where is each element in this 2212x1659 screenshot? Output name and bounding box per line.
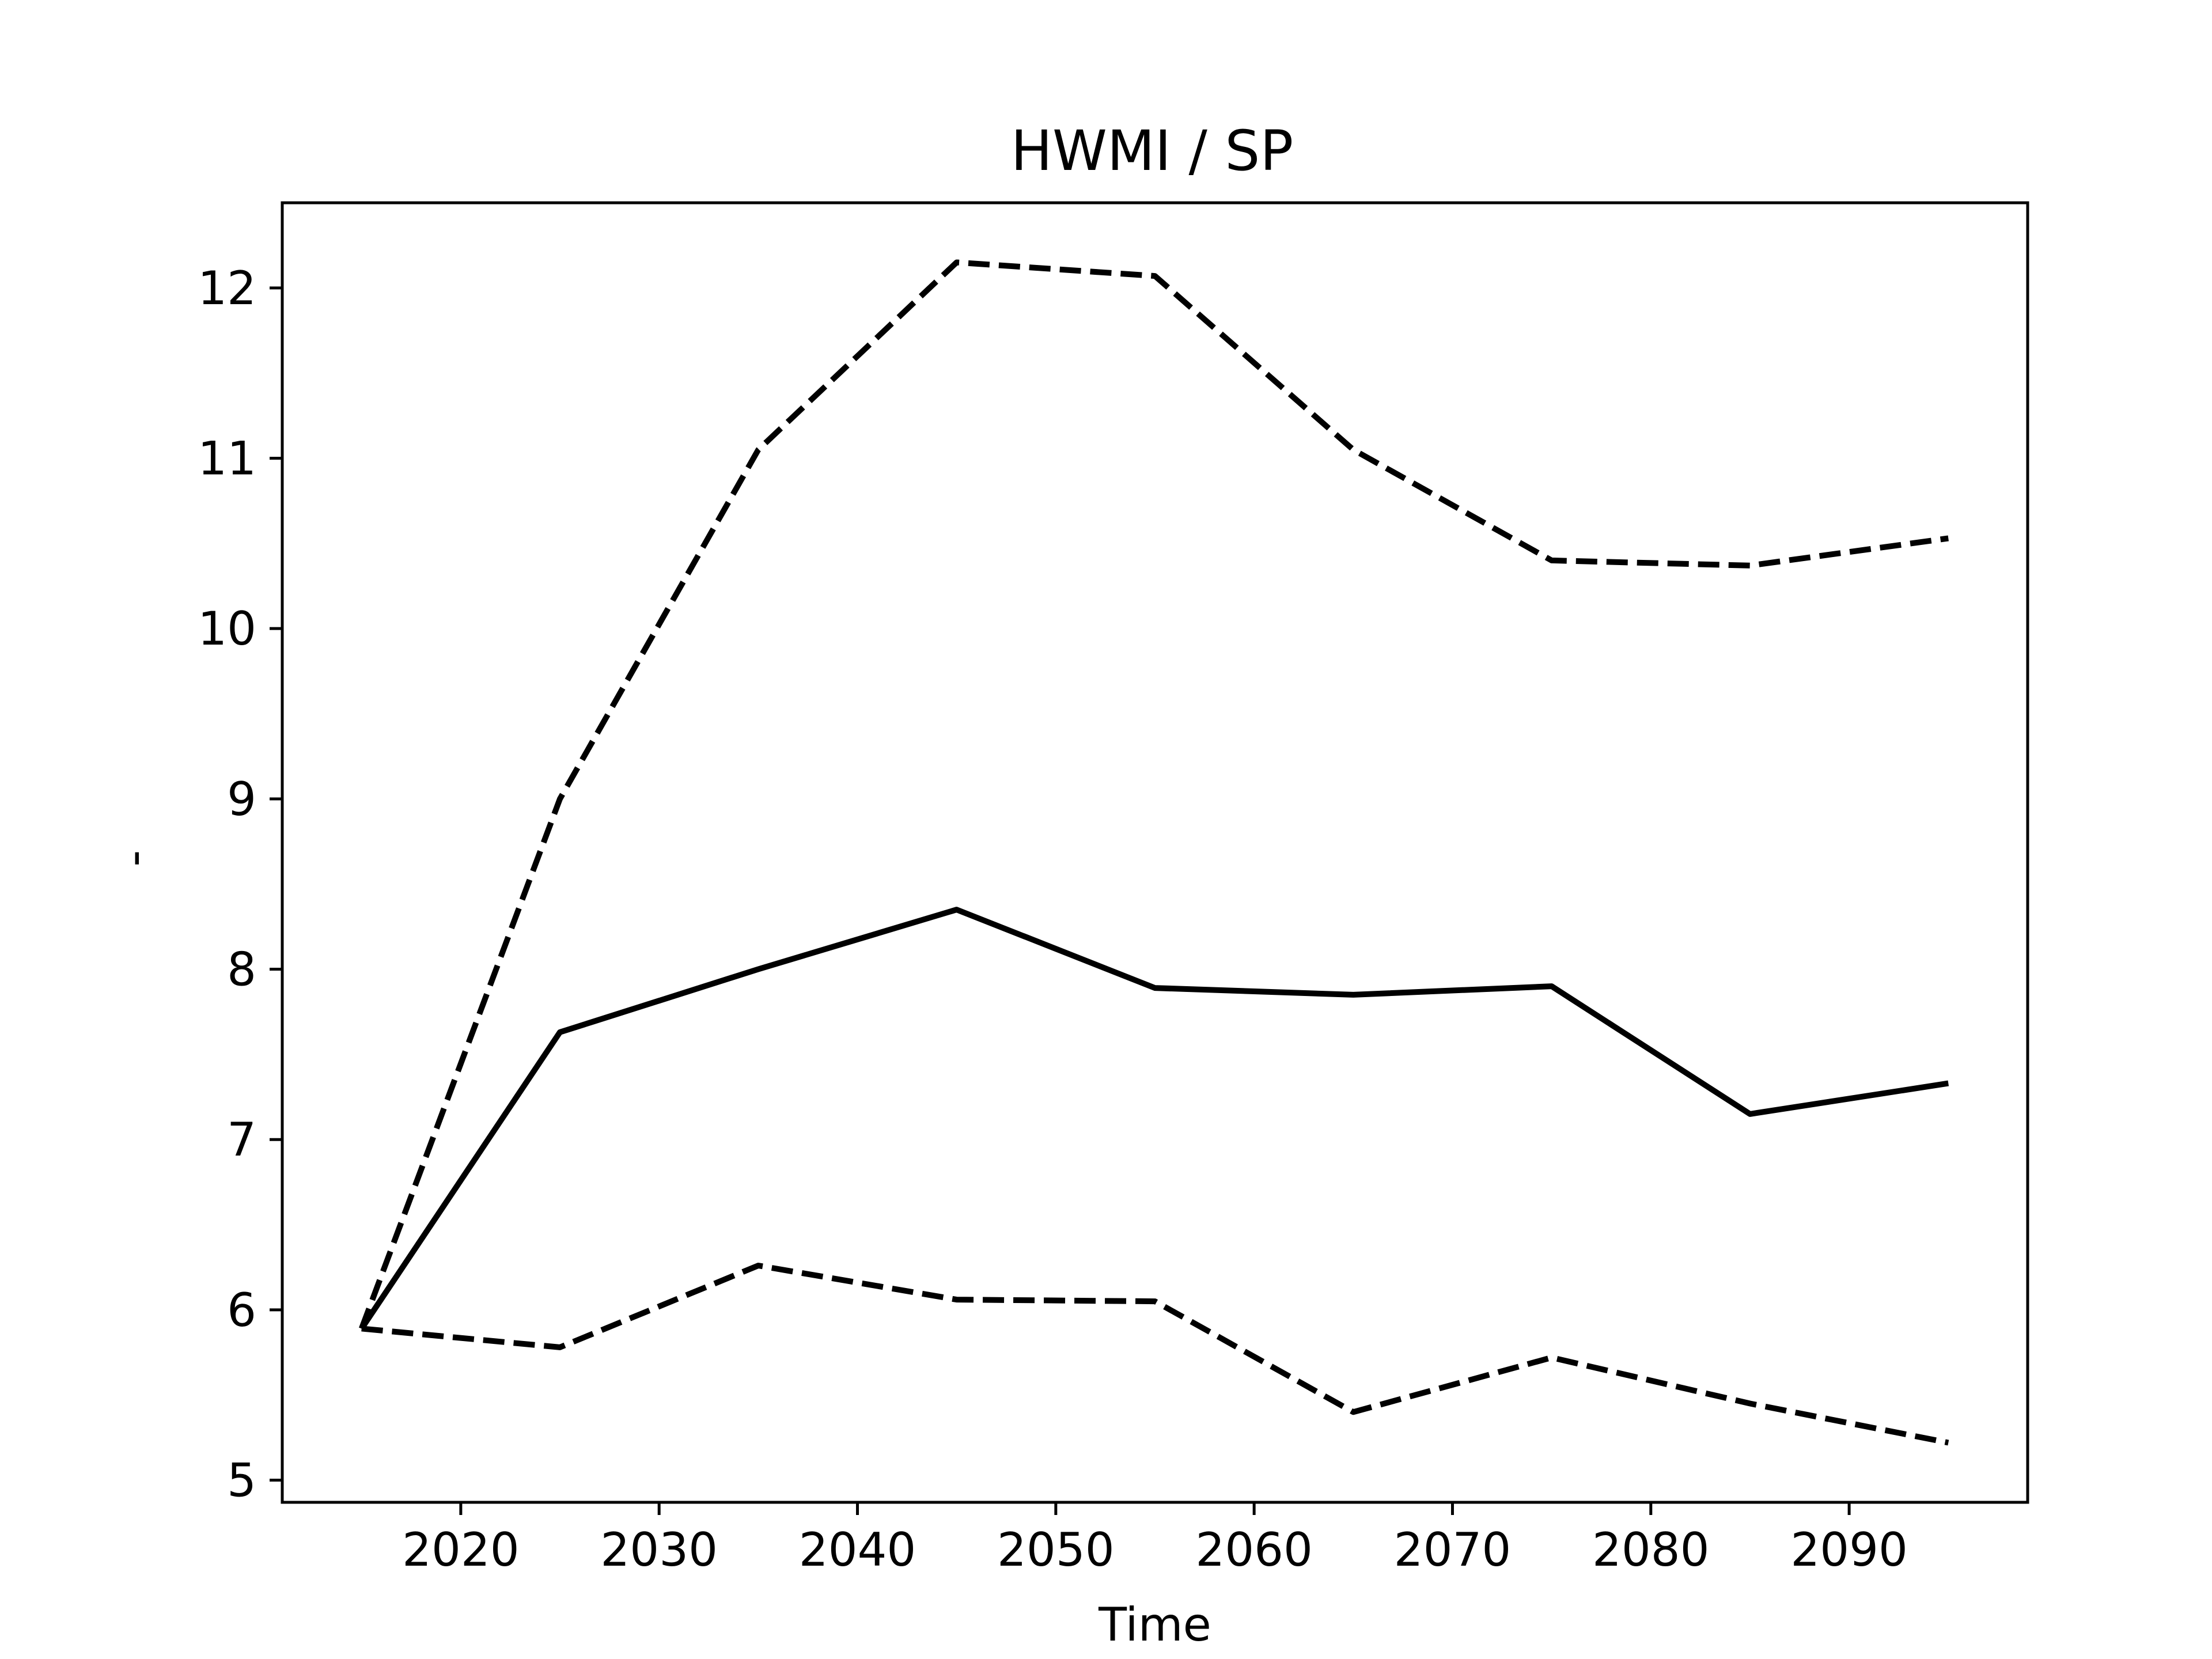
plot-frame xyxy=(281,201,2029,1504)
x-tick-label: 2080 xyxy=(1592,1523,1710,1577)
x-axis-label: Time xyxy=(1098,1598,1211,1652)
series-line-2 xyxy=(359,259,1949,1330)
x-tick-label: 2030 xyxy=(600,1523,718,1577)
y-tick-label: 8 xyxy=(227,943,256,997)
x-tick-label: 2040 xyxy=(799,1523,916,1577)
y-axis-label: - xyxy=(107,850,161,867)
y-tick-label: 7 xyxy=(227,1113,256,1166)
x-tick-label: 2020 xyxy=(402,1523,520,1577)
x-tick-label: 2050 xyxy=(997,1523,1115,1577)
chart-title: HWMI / SP xyxy=(1011,119,1293,183)
series-line-1 xyxy=(359,907,1949,1331)
x-tick-label: 2070 xyxy=(1394,1523,1512,1577)
series-line-3 xyxy=(361,1263,1949,1446)
x-tick-label: 2060 xyxy=(1195,1523,1313,1577)
y-tick-label: 11 xyxy=(198,432,256,486)
y-tick-label: 12 xyxy=(198,262,256,315)
y-tick-label: 5 xyxy=(227,1454,256,1508)
y-tick-label: 10 xyxy=(198,602,256,656)
y-axis: 5 6 7 8 9 10 11 12 xyxy=(198,262,282,1508)
x-tick-label: 2090 xyxy=(1790,1523,1908,1577)
series-layer xyxy=(359,259,1949,1446)
y-tick-label: 9 xyxy=(227,772,256,826)
y-tick-label: 6 xyxy=(227,1283,256,1337)
x-axis: 2020 2030 2040 2050 2060 2070 2080 2090 xyxy=(402,1502,1908,1577)
